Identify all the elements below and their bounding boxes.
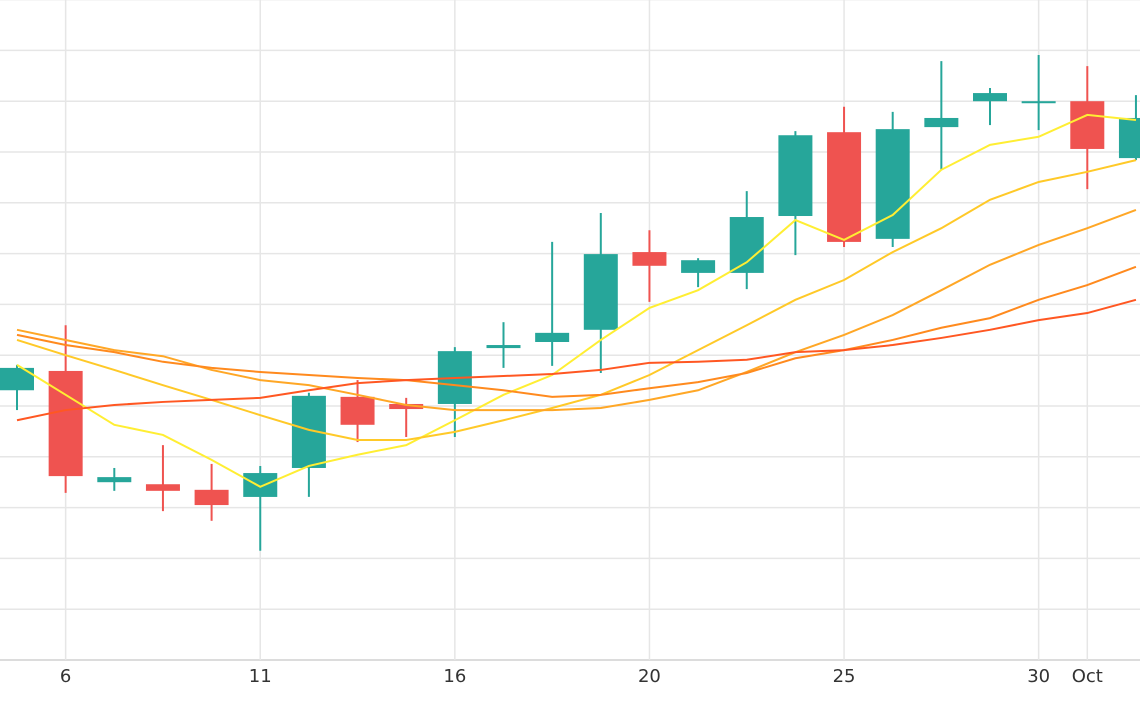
candle-body — [1118, 117, 1140, 159]
candle-body — [194, 489, 229, 506]
x-axis: 6 11 16 20 25 30 Oct — [60, 666, 1103, 687]
candle-body — [632, 252, 667, 266]
candle-body — [145, 484, 180, 491]
candle-body — [0, 367, 34, 391]
candles — [0, 54, 1140, 551]
candle-body — [827, 132, 862, 242]
candle-body — [97, 477, 132, 483]
candle-body — [729, 217, 764, 273]
x-tick-label: 20 — [638, 666, 661, 687]
candle-body — [389, 403, 424, 410]
x-tick-label: 30 — [1027, 666, 1050, 687]
moving-average-line — [16, 265, 1137, 398]
candle-body — [486, 345, 521, 349]
candle-body — [243, 473, 278, 497]
x-tick-label: Oct — [1072, 666, 1103, 687]
moving-average-line — [16, 113, 1137, 488]
candle-body — [1021, 101, 1056, 104]
moving-average-line — [16, 159, 1137, 442]
candle-body — [681, 260, 716, 273]
moving-average-line — [16, 208, 1137, 412]
grid — [0, 0, 1140, 661]
candle-body — [535, 332, 570, 342]
candle-body — [875, 129, 910, 239]
candle-body — [1070, 101, 1105, 149]
x-tick-label: 16 — [443, 666, 466, 687]
moving-averages — [16, 113, 1137, 488]
moving-average-line — [16, 298, 1137, 422]
candle-body — [340, 396, 375, 425]
x-tick-label: 6 — [60, 666, 71, 687]
candle-body — [583, 254, 618, 330]
x-tick-label: 11 — [249, 666, 272, 687]
x-tick-label: 25 — [833, 666, 856, 687]
candle-body — [924, 117, 959, 128]
candle-body — [778, 135, 813, 217]
candle-body — [973, 93, 1007, 102]
